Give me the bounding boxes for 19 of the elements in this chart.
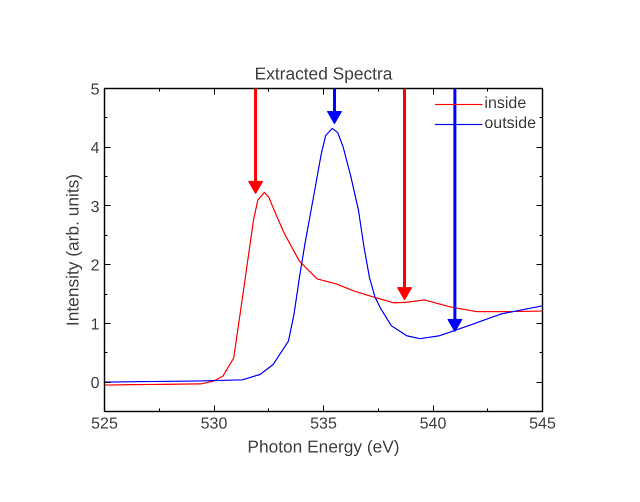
x-tick-label: 530 [200,416,228,432]
y-tick-label: 4 [90,140,100,158]
x-tick-label: 545 [529,416,556,432]
x-tick-label: 525 [91,416,118,432]
y-tick-label: 2 [90,258,100,275]
line-series [104,192,542,386]
x-tick-label: 535 [310,416,337,432]
x-tick-label: 540 [420,416,446,432]
y-tick-label: 1 [90,316,100,334]
line-series [104,128,542,383]
legend-label: outside [484,115,536,133]
legend-label: inside [484,95,526,113]
chart-title: Extracted Spectra [254,64,393,84]
x-axis-title: Photon Energy (eV) [247,436,400,456]
y-tick-label: 5 [90,82,100,98]
y-axis-title: Intensity (arb. units) [62,174,83,326]
y-tick-label: 0 [90,375,100,392]
y-tick-label: 3 [90,198,100,216]
point [397,287,412,300]
